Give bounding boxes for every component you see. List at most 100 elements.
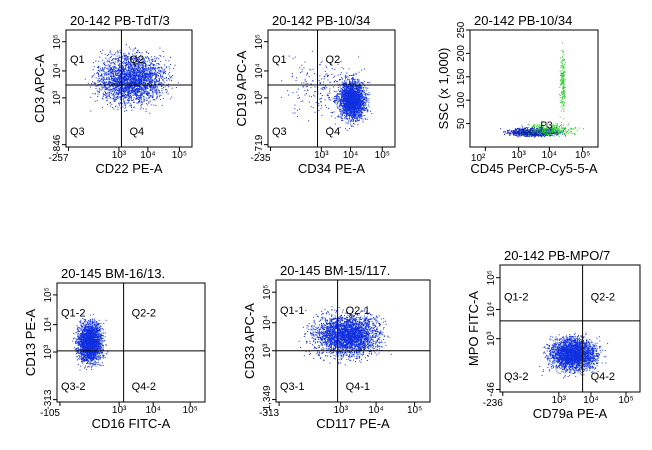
event-dot [136, 66, 138, 68]
event-dot [358, 95, 359, 97]
event-dot [141, 96, 143, 98]
event-dot [136, 51, 138, 53]
event-dot [338, 115, 339, 117]
event-dot [146, 79, 148, 81]
event-dot [102, 95, 104, 97]
event-dot [342, 110, 344, 112]
event-dot [104, 91, 106, 93]
event-dot [358, 111, 360, 113]
event-dot [352, 111, 354, 112]
event-dot [107, 68, 109, 70]
event-dot [137, 64, 139, 66]
event-dot [133, 101, 134, 103]
event-dot [143, 58, 144, 60]
event-dot [122, 81, 124, 82]
event-dot [150, 86, 152, 88]
event-dot [175, 87, 177, 88]
event-dot [364, 99, 365, 100]
x-tick-label: 10⁴ [140, 150, 155, 161]
event-dot [351, 87, 353, 89]
event-dot [338, 100, 340, 102]
event-dot [151, 80, 153, 82]
event-dot [101, 69, 103, 71]
event-dot [130, 62, 132, 64]
event-dot [123, 75, 125, 77]
event-dot [364, 106, 366, 108]
event-dot [100, 89, 102, 91]
event-dot [138, 82, 140, 84]
event-dot [355, 104, 357, 106]
event-dot [361, 110, 363, 112]
event-dot [360, 87, 361, 89]
event-dot [146, 72, 148, 74]
event-dot [113, 95, 115, 97]
event-dot [344, 81, 346, 83]
event-dot [343, 80, 345, 82]
event-dot [156, 68, 158, 70]
event-dot [135, 66, 136, 68]
event-dot [355, 115, 357, 117]
event-dot [139, 71, 141, 73]
event-dot [102, 82, 104, 84]
event-dot [141, 88, 143, 90]
event-dot [133, 81, 135, 83]
event-dot [136, 74, 138, 76]
event-dot [294, 56, 296, 58]
event-dot [346, 129, 348, 131]
event-dot [344, 93, 345, 95]
quadrant-label: Q2 [129, 54, 144, 66]
event-dot [354, 109, 356, 110]
event-dot [345, 86, 347, 88]
event-dot [129, 68, 131, 69]
event-dot [93, 66, 95, 68]
event-dot [366, 118, 368, 120]
event-dot [109, 60, 111, 62]
event-dot [357, 93, 358, 95]
event-dot [106, 77, 108, 79]
event-dot [339, 93, 341, 95]
event-dot [339, 103, 341, 105]
event-dot [359, 100, 361, 102]
event-dot [337, 102, 338, 104]
event-dot [126, 102, 128, 104]
event-dot [355, 96, 357, 98]
event-dot [128, 83, 130, 85]
event-dot [346, 102, 348, 104]
event-dot [351, 101, 353, 103]
event-dot [155, 74, 157, 76]
event-dot [141, 93, 143, 95]
event-dot [131, 66, 133, 68]
event-dot [353, 111, 355, 113]
event-dot [145, 69, 147, 71]
event-dot [144, 92, 146, 94]
event-dot [148, 71, 150, 73]
event-dot [130, 56, 132, 58]
event-dot [117, 60, 119, 62]
event-dot [336, 96, 338, 97]
event-dot [160, 99, 161, 100]
event-dot [358, 88, 360, 89]
event-dot [331, 67, 333, 69]
event-dot [359, 93, 361, 95]
event-dot [148, 92, 150, 94]
event-dot [97, 74, 99, 76]
event-dot [103, 87, 105, 89]
event-dot [132, 50, 134, 52]
event-dot [115, 87, 117, 89]
event-dot [123, 59, 125, 61]
event-dot [124, 72, 126, 74]
event-dot [140, 95, 141, 97]
event-dot [360, 104, 362, 106]
event-dot [109, 89, 110, 91]
event-dot [107, 86, 109, 88]
event-dot [135, 85, 137, 87]
event-dot [111, 70, 113, 72]
event-dot [126, 72, 128, 74]
event-dot [348, 93, 349, 95]
event-dot [339, 86, 341, 88]
event-dot [153, 69, 155, 71]
quadrant-label: Q4 [129, 126, 144, 138]
event-dot [123, 72, 125, 74]
event-dot [145, 75, 146, 77]
event-dot [340, 98, 342, 100]
